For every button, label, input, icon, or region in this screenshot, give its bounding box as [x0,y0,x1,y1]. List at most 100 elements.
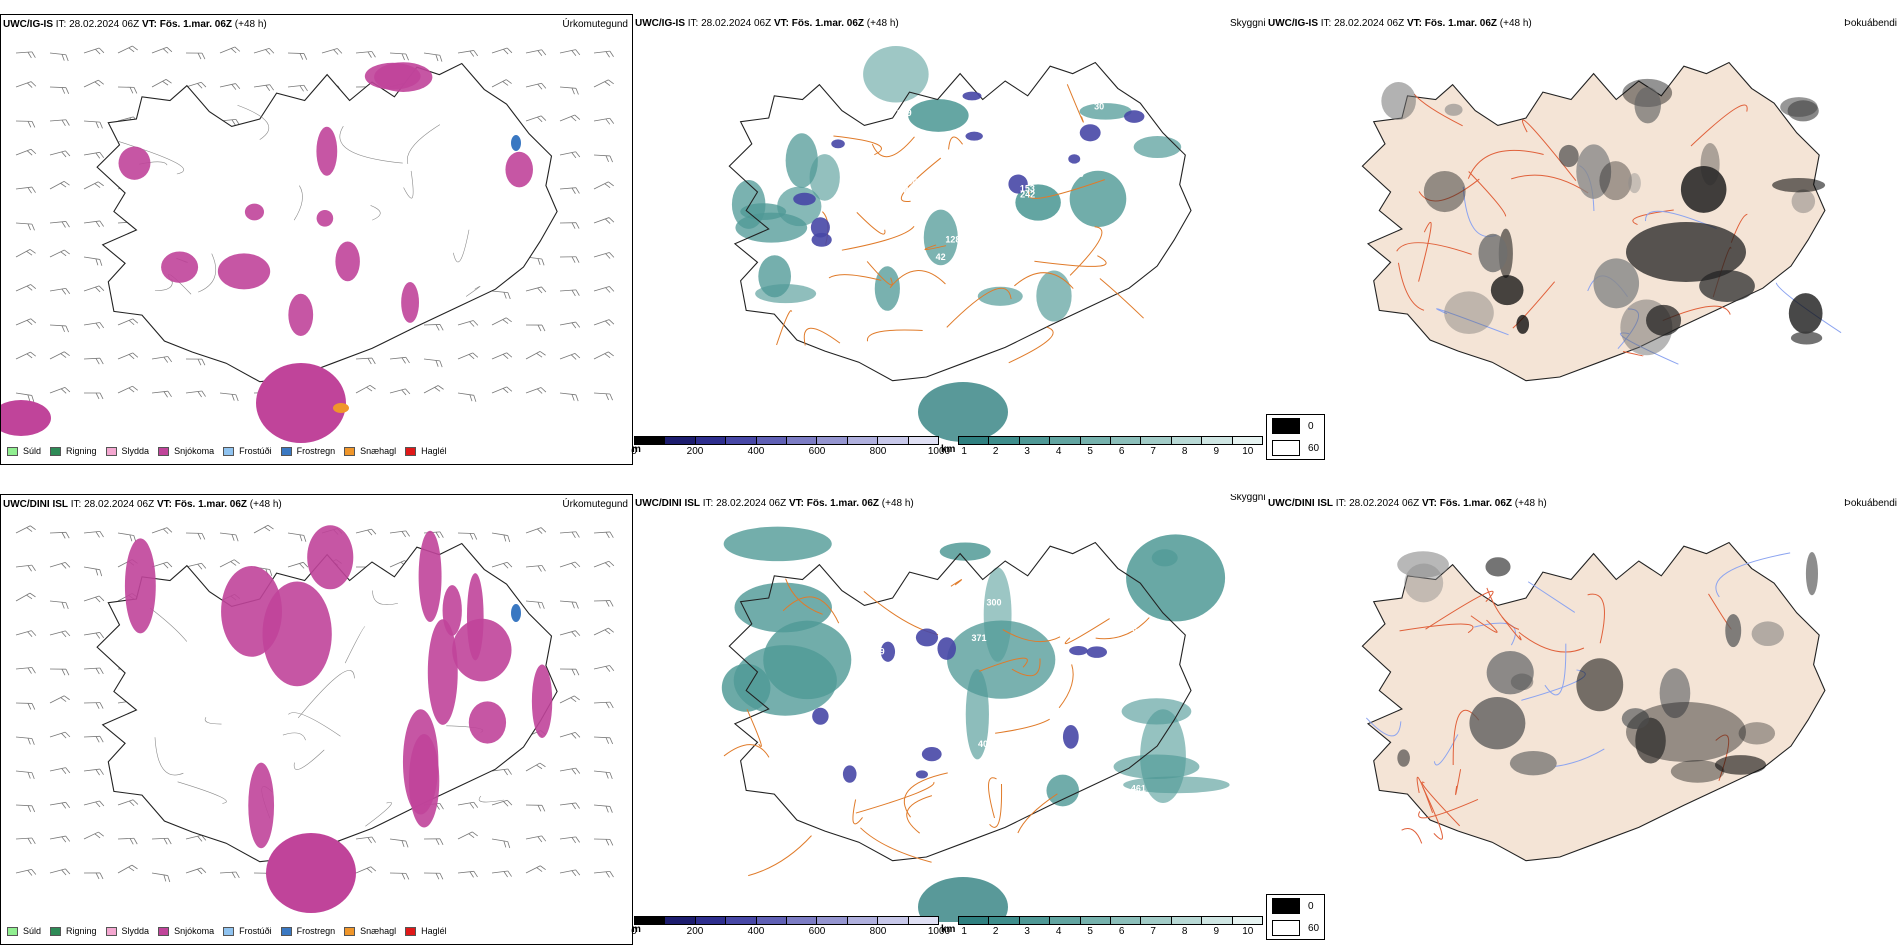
wind-barb [525,600,545,609]
colorbar-segment [1080,437,1112,444]
colorbar-segment [787,437,818,444]
road-line [866,261,893,286]
colorbar-tick: 1 [961,446,967,457]
legend-label: Frostúði [239,926,272,936]
wind-barb-flag [608,319,615,325]
wind-barb-flag [537,116,543,123]
wind-barb [151,561,173,569]
legend-swatch [223,926,235,936]
colorbar-segment [695,437,727,444]
cloud-base-value-label: 153 [1020,184,1035,194]
wind-barb-flag [541,49,547,56]
fog-legend-label: 0 [1308,420,1314,432]
colorbar-tick: 5 [1087,446,1093,457]
wind-barb-flag [65,630,71,637]
wind-barb [185,358,206,366]
wind-barb-flag [473,533,478,540]
wind-barb-flag [31,869,37,875]
wind-barb-flag [94,183,101,188]
wind-barb-flag [366,386,373,392]
wind-barb-shaft [219,392,236,396]
fog-indicator-area [1509,750,1557,776]
wind-barb-flag [61,87,66,94]
wind-barb-flag [537,602,541,609]
wind-barb-shaft [355,528,372,534]
cloud-base-value-label: 470 [1000,739,1015,749]
wind-barb-flag [609,50,614,57]
wind-barb-flag [163,838,168,845]
fog-panel-bottom: UWC/DINI ISL IT: 28.02.2024 06Z VT: Fös.… [1266,494,1900,945]
legend-swatch [223,446,235,456]
fog-indicator-area [1621,708,1650,730]
low-visibility-area [1151,549,1178,567]
legend-label: Súld [23,926,42,936]
wind-barb [525,115,547,123]
wind-barb-flag [132,45,138,51]
wind-barb-flag [231,119,236,126]
wind-barb [117,837,138,845]
wind-barb [423,385,444,394]
wind-barb [559,86,579,95]
wind-barb-flag [401,389,407,396]
wind-barb-flag [26,285,33,291]
wind-barb-flag [503,769,508,776]
wind-barb [491,768,512,776]
road-line [1468,171,1507,217]
colorbar-segment [665,917,696,924]
fog-legend-label: 60 [1308,442,1320,454]
fog-indicator-area [1485,557,1511,577]
wind-barb-flag [435,873,440,880]
wind-barb [15,837,36,845]
wind-barb-flag [27,703,32,710]
cloud-base-value-label: 205 [1088,751,1103,761]
wind-barb [559,668,580,676]
wind-barb-flag [26,594,33,600]
wind-barb-flag [401,53,405,61]
wind-barb [559,151,581,159]
wind-barb-shaft [83,566,100,571]
wind-barb-shaft [83,667,100,670]
wind-barb-flag [605,839,610,846]
wind-barb [83,79,104,88]
road-line [288,712,341,737]
wind-barb [185,532,206,540]
legend-swatch [405,446,417,456]
wind-barb-flag [608,181,614,187]
wind-barb-shaft [355,384,371,394]
wind-barb-flag [31,395,35,402]
wind-barb-flag [166,47,173,53]
colorbar-tick: 3 [1024,446,1030,457]
wind-barb-flag [128,387,135,393]
road-line [177,781,227,804]
wind-barb-flag [473,320,479,326]
wind-barb-flag [371,528,377,535]
low-visibility-area [939,542,991,561]
wind-barb [525,835,547,843]
wind-barb-shaft [525,527,542,534]
cloud-base-value-label: 512 [1036,611,1051,621]
road-line [1455,769,1462,796]
low-cloud-base-area [937,637,957,660]
wind-barb [525,49,547,57]
wind-barb [491,317,512,326]
wind-barb-shaft [525,835,542,840]
wind-barb-flag [303,535,307,542]
road-line [1002,629,1061,643]
legend-item: Haglél [405,926,447,936]
wind-barb-flag [231,872,236,879]
wind-barb-flag [609,806,613,813]
snowfall-area [505,151,533,188]
road-line [948,136,963,150]
wind-barb-flag [65,802,71,808]
river-line [1555,748,1605,767]
wind-barb-shaft [457,50,474,54]
wind-barb-shaft [559,561,576,568]
road-line [406,124,441,165]
wind-barb [559,732,581,739]
legend-item: Súld [7,446,41,456]
wind-barb-shaft [49,52,66,56]
wind-barb-shaft [15,148,32,156]
wind-barb-shaft [117,799,134,806]
wind-barb-flag [31,805,36,813]
wind-barb-flag [605,805,609,813]
